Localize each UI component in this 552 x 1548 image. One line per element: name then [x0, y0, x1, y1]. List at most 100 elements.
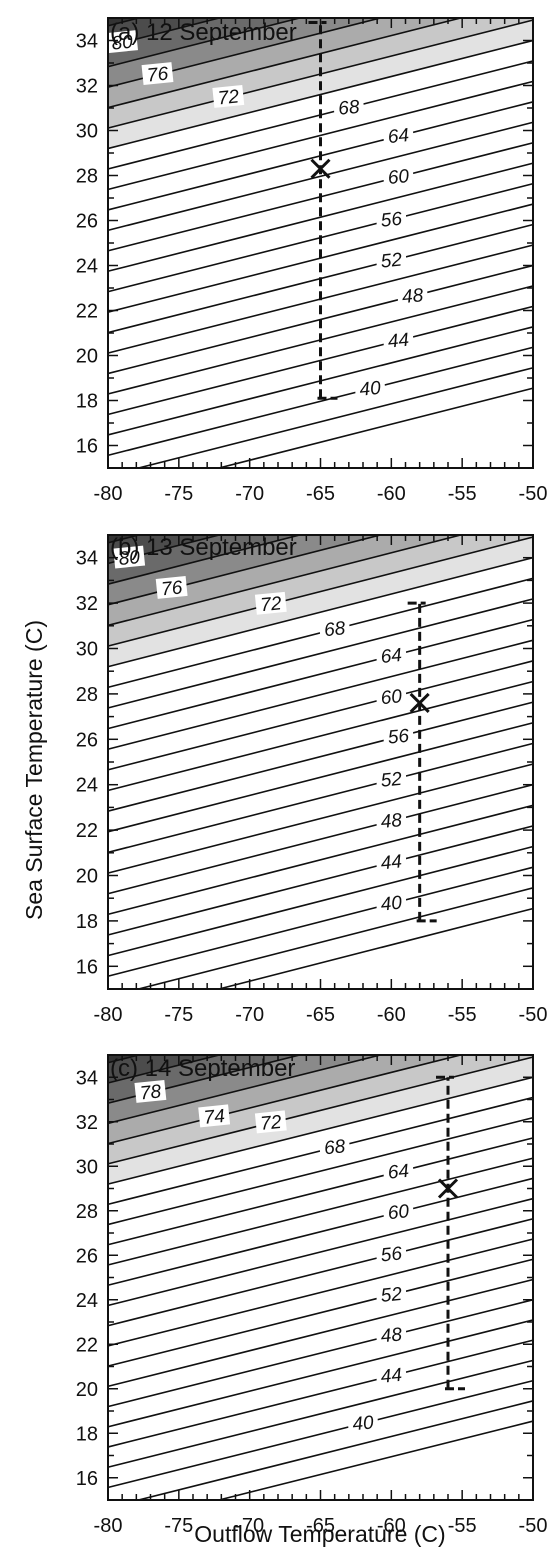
panel-c-contour-label-48: 48 — [380, 1324, 404, 1347]
panel-a-contour-label-80: 80 — [111, 32, 135, 55]
panel-b-contour-label-group-72: 72 — [254, 591, 287, 616]
panel-c-contour-78 — [108, 1055, 303, 1104]
panel-c-y-tick-label: 32 — [76, 1112, 98, 1134]
panel-c-contour-66 — [108, 1116, 533, 1226]
panel-a-x-tick-label: -70 — [235, 483, 264, 505]
panel-b-contour-36 — [215, 907, 533, 989]
panel-c-contour-label-group-68: 68 — [318, 1134, 351, 1159]
panel-b-contour-42 — [108, 845, 533, 957]
panel-b-contour-label-group-44: 44 — [375, 849, 408, 874]
panel-c-contour-label-group-40: 40 — [346, 1410, 379, 1435]
panel-a-y-tick-label: 28 — [76, 166, 98, 188]
panel-c-contour-label-40: 40 — [351, 1412, 375, 1435]
panel-c-contour-label-78: 78 — [139, 1081, 163, 1104]
panel-a-contour-44 — [108, 305, 533, 416]
panel-c-contour-52 — [108, 1258, 533, 1367]
panel-a-contour-62 — [108, 121, 533, 232]
panel-c-y-tick-label: 16 — [76, 1468, 98, 1490]
panel-b-contour-label-group-68: 68 — [318, 616, 351, 641]
panel-b-y-tick-label: 20 — [76, 866, 98, 888]
panel-b-x-marker-stroke-2 — [409, 692, 430, 714]
panel-b-contour-label-60: 60 — [380, 686, 404, 709]
panel-c-contour-label-group-56: 56 — [375, 1241, 408, 1266]
panel-c-contour-label-52: 52 — [380, 1284, 404, 1307]
panel-c-contour-label-bg-56 — [375, 1241, 408, 1265]
panel-b-y-tick-label: 16 — [76, 956, 98, 978]
panel-c-contour-64 — [108, 1137, 533, 1246]
panel-c-y-tick-label: 22 — [76, 1334, 98, 1356]
panel-a-contour-label-group-44: 44 — [382, 328, 415, 353]
panel-c-contour-label-72: 72 — [259, 1112, 283, 1135]
panel-c-contour-label-60: 60 — [387, 1201, 411, 1224]
panel-c-contour-label-bg-72 — [254, 1110, 287, 1134]
panel-c-contour-label-bg-52 — [375, 1282, 408, 1306]
panel-a-y-tick-label: 20 — [76, 346, 98, 368]
panel-c-contour-42 — [108, 1359, 533, 1469]
panel-b-contour-62 — [108, 639, 533, 751]
panel-c-contour-36 — [215, 1420, 533, 1500]
panel-b-contour-label-bg-68 — [318, 616, 351, 640]
panel-a-marks: 80 76 72 68 64 60 56 52 48 44 40 — [106, 21, 429, 401]
panel-a-x-tick-label: -55 — [448, 483, 477, 505]
panel-a-contour-label-bg-80 — [106, 30, 138, 54]
panel-b-contour-56 — [108, 701, 533, 812]
panel-b-contour-38 — [135, 887, 533, 989]
panel-c-x-tick-label: -70 — [235, 1515, 264, 1537]
panel-a-contour-38 — [135, 366, 533, 468]
panel-c-x-tick-label: -75 — [164, 1515, 193, 1537]
panel-a-contour-36 — [215, 387, 533, 468]
panel-c-contour-label-64: 64 — [387, 1161, 410, 1184]
panel-c-contour-56 — [108, 1218, 533, 1327]
panel-c-y-tick-label: 30 — [76, 1156, 98, 1178]
panel-b-y-tick-label: 22 — [76, 820, 98, 842]
panel-a-contour-label-72: 72 — [217, 86, 241, 109]
panel-c-contour-label-group-64: 64 — [382, 1159, 415, 1184]
panel-c-contour-label-group-60: 60 — [382, 1199, 415, 1224]
panel-a-y-tick-label: 26 — [76, 211, 98, 233]
panel-c-contour-46 — [108, 1319, 533, 1428]
panel-a-contour-58 — [108, 162, 533, 273]
panel-b-band-70 — [108, 537, 533, 667]
panel-b-contour-label-48: 48 — [380, 810, 404, 833]
panel-a-contour-label-bg-72 — [212, 84, 245, 108]
panel-a-y-tick-label: 30 — [76, 121, 98, 143]
panel-b-contour-48 — [108, 783, 533, 895]
panel-c-contour-50 — [108, 1278, 533, 1388]
panel-a-contour-label-bg-56 — [375, 207, 408, 231]
panel-a-contour-label-group-52: 52 — [375, 248, 408, 273]
panel-b-contour-label-bg-56 — [382, 724, 415, 748]
panel-b-contour-label-group-56: 56 — [382, 724, 415, 749]
panel-b-x-tick-label: -50 — [519, 1004, 548, 1026]
panel-a-contour-40 — [108, 346, 533, 457]
panel-c-x-tick-label: -55 — [448, 1515, 477, 1537]
panel-b-x-tick-label: -55 — [448, 1004, 477, 1026]
panel-b-contour-78 — [108, 535, 303, 585]
panel-b-contour-58 — [108, 680, 533, 792]
panel-c-x-tick-label: -65 — [306, 1515, 335, 1537]
panel-c-contour-54 — [108, 1238, 533, 1347]
panel-b-contour-label-76: 76 — [160, 577, 184, 600]
panel-b-contour-label-64: 64 — [380, 645, 403, 668]
panel-c-contour-label-44: 44 — [380, 1365, 403, 1388]
panel-b-contour-label-bg-52 — [375, 767, 408, 791]
panel-a-contour-label-group-68: 68 — [332, 95, 365, 120]
panel-a-contour-label-64: 64 — [387, 125, 410, 148]
panel-c-x-marker-stroke-2 — [437, 1178, 459, 1199]
panel-c-contour-38 — [135, 1400, 533, 1500]
panel-a-contour-label-group-64: 64 — [382, 123, 415, 148]
panel-a-contour-label-group-48: 48 — [396, 283, 429, 308]
panel-b-contour-label-bg-44 — [375, 849, 408, 873]
panel-a-x-tick-label: -80 — [94, 483, 123, 505]
panel-a-contour-80 — [108, 18, 223, 48]
panel-c-contour-label-group-44: 44 — [375, 1363, 408, 1388]
panel-c-x-tick-label: -50 — [519, 1515, 548, 1537]
panel-b-contour-lines — [108, 535, 533, 989]
panel-c-contour-label-group-52: 52 — [375, 1282, 408, 1307]
panel-c-contour-label-group-48: 48 — [375, 1322, 408, 1347]
panel-a-contour-label-76: 76 — [146, 63, 170, 86]
panel-a-contour-label-group-56: 56 — [375, 207, 408, 232]
panel-c-contour-label-bg-64 — [382, 1159, 415, 1183]
panel-a-contour-label-bg-40 — [354, 376, 386, 400]
panel-a-x-tick-label: -75 — [164, 483, 193, 505]
panel-c-contour-62 — [108, 1157, 533, 1266]
